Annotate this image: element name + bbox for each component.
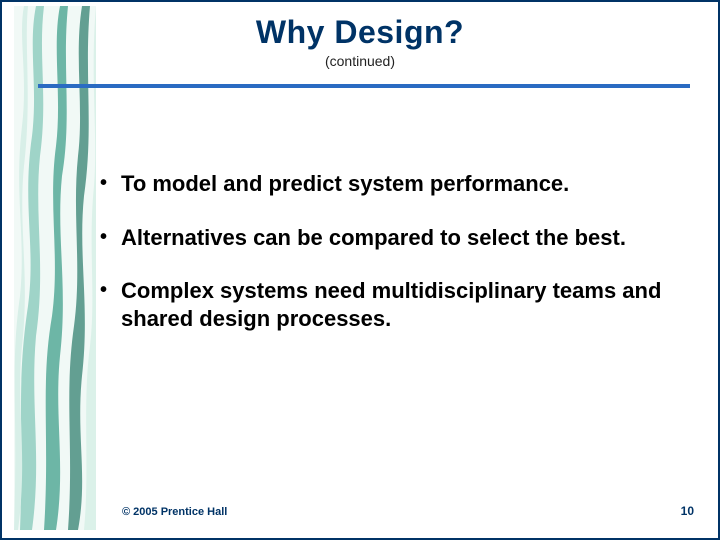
bullet-marker: • — [100, 170, 107, 196]
content-area: • To model and predict system performanc… — [100, 170, 690, 358]
bullet-item: • Alternatives can be compared to select… — [100, 224, 690, 252]
footer-copyright: © 2005 Prentice Hall — [122, 506, 227, 518]
bullet-text: To model and predict system performance. — [121, 170, 569, 198]
footer-page-number: 10 — [681, 504, 694, 518]
bullet-item: • To model and predict system performanc… — [100, 170, 690, 198]
bullet-item: • Complex systems need multidisciplinary… — [100, 277, 690, 332]
bullet-text: Alternatives can be compared to select t… — [121, 224, 626, 252]
bullet-marker: • — [100, 277, 107, 303]
slide-subtitle: (continued) — [0, 53, 720, 69]
title-rule — [38, 84, 690, 88]
bullet-marker: • — [100, 224, 107, 250]
bullet-text: Complex systems need multidisciplinary t… — [121, 277, 690, 332]
slide-title: Why Design? — [0, 14, 720, 51]
title-block: Why Design? (continued) — [0, 14, 720, 69]
